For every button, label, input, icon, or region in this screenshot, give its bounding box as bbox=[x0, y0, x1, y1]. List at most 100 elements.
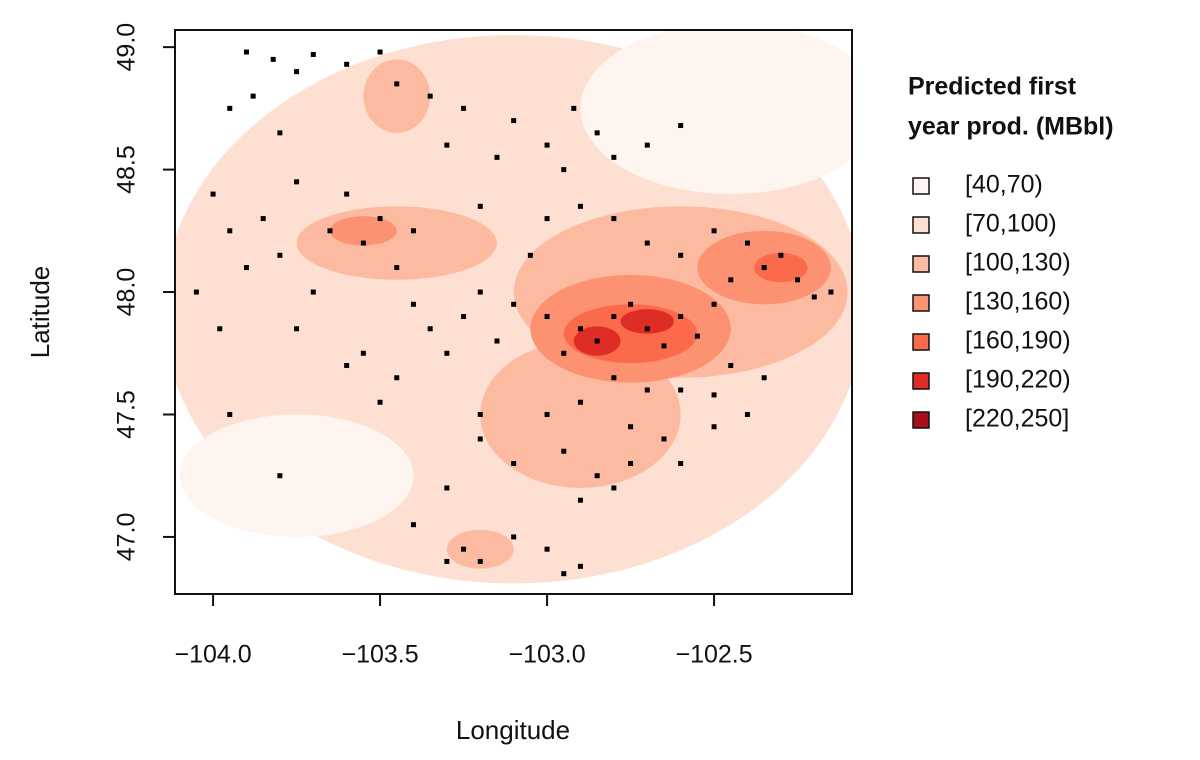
well-point bbox=[744, 411, 750, 417]
well-point bbox=[711, 301, 717, 307]
well-point bbox=[394, 265, 400, 271]
well-point bbox=[544, 314, 550, 320]
well-point bbox=[694, 333, 700, 339]
well-point bbox=[294, 179, 300, 185]
well-point bbox=[711, 424, 717, 430]
well-point bbox=[678, 123, 684, 129]
well-point bbox=[577, 497, 583, 503]
well-point bbox=[577, 563, 583, 569]
well-point bbox=[561, 571, 567, 577]
well-point bbox=[294, 326, 300, 332]
heat-region bbox=[446, 529, 514, 569]
legend-label: [100,130) bbox=[965, 249, 1071, 277]
well-point bbox=[227, 228, 233, 234]
y-tick-label: 49.0 bbox=[113, 23, 141, 72]
well-point bbox=[310, 51, 316, 57]
legend-label: [220,250] bbox=[965, 405, 1069, 433]
well-point bbox=[561, 167, 567, 173]
well-point bbox=[511, 534, 517, 540]
well-point bbox=[577, 326, 583, 332]
legend-label: [160,190) bbox=[965, 327, 1071, 355]
well-point bbox=[477, 289, 483, 295]
well-point bbox=[611, 216, 617, 222]
well-point bbox=[511, 301, 517, 307]
well-point bbox=[394, 81, 400, 87]
legend-swatch bbox=[912, 411, 930, 429]
well-point bbox=[344, 363, 350, 369]
well-point bbox=[778, 252, 784, 258]
well-point bbox=[344, 191, 350, 197]
well-point bbox=[594, 473, 600, 479]
x-tick-label: −103.0 bbox=[508, 641, 585, 669]
well-point bbox=[544, 546, 550, 552]
well-point bbox=[644, 326, 650, 332]
well-point bbox=[611, 314, 617, 320]
heat-region bbox=[179, 414, 414, 537]
well-point bbox=[360, 350, 366, 356]
well-point bbox=[494, 154, 500, 160]
well-point bbox=[410, 301, 416, 307]
well-point bbox=[761, 375, 767, 381]
well-point bbox=[444, 485, 450, 491]
well-point bbox=[344, 61, 350, 67]
well-point bbox=[594, 130, 600, 136]
well-point bbox=[571, 105, 577, 111]
well-point bbox=[628, 301, 634, 307]
legend-title: year prod. (MBbl) bbox=[908, 113, 1114, 141]
well-point bbox=[577, 203, 583, 209]
well-point bbox=[628, 460, 634, 466]
y-tick-label: 47.0 bbox=[113, 513, 141, 562]
well-point bbox=[327, 228, 333, 234]
well-point bbox=[678, 252, 684, 258]
well-point bbox=[611, 154, 617, 160]
well-point bbox=[310, 289, 316, 295]
well-point bbox=[561, 448, 567, 454]
legend-title: Predicted first bbox=[908, 73, 1077, 101]
legend-label: [190,220) bbox=[965, 366, 1071, 394]
well-point bbox=[477, 558, 483, 564]
well-point bbox=[193, 289, 199, 295]
heat-region bbox=[620, 309, 674, 334]
wells bbox=[193, 49, 834, 577]
well-point bbox=[477, 203, 483, 209]
well-point bbox=[410, 522, 416, 528]
heat-field bbox=[175, 30, 852, 584]
well-point bbox=[611, 375, 617, 381]
well-point bbox=[527, 252, 533, 258]
legend-swatch bbox=[912, 372, 930, 390]
y-tick-label: 48.5 bbox=[113, 145, 141, 194]
well-point bbox=[678, 460, 684, 466]
well-point bbox=[277, 473, 283, 479]
well-point bbox=[577, 399, 583, 405]
well-point bbox=[461, 314, 467, 320]
legend-label: [130,160) bbox=[965, 288, 1071, 316]
well-point bbox=[744, 240, 750, 246]
well-point bbox=[377, 49, 383, 55]
well-point bbox=[461, 105, 467, 111]
well-point bbox=[217, 326, 223, 332]
well-point bbox=[227, 411, 233, 417]
y-tick-label: 48.0 bbox=[113, 268, 141, 317]
well-point bbox=[270, 56, 276, 62]
well-point bbox=[711, 228, 717, 234]
well-point bbox=[511, 460, 517, 466]
heat-region bbox=[754, 252, 808, 283]
well-point bbox=[294, 69, 300, 75]
well-point bbox=[277, 130, 283, 136]
legend-swatch bbox=[912, 294, 930, 312]
legend-swatch bbox=[912, 216, 930, 234]
well-point bbox=[277, 252, 283, 258]
well-point bbox=[410, 228, 416, 234]
y-axis-label: Latitude bbox=[25, 266, 55, 359]
well-point bbox=[795, 277, 801, 283]
well-point bbox=[210, 191, 216, 197]
well-point bbox=[678, 387, 684, 393]
well-point bbox=[477, 411, 483, 417]
well-point bbox=[811, 294, 817, 300]
well-point bbox=[243, 49, 249, 55]
x-tick-label: −102.5 bbox=[675, 641, 752, 669]
well-point bbox=[644, 387, 650, 393]
heat-region bbox=[329, 216, 397, 246]
x-tick-label: −104.0 bbox=[174, 641, 251, 669]
